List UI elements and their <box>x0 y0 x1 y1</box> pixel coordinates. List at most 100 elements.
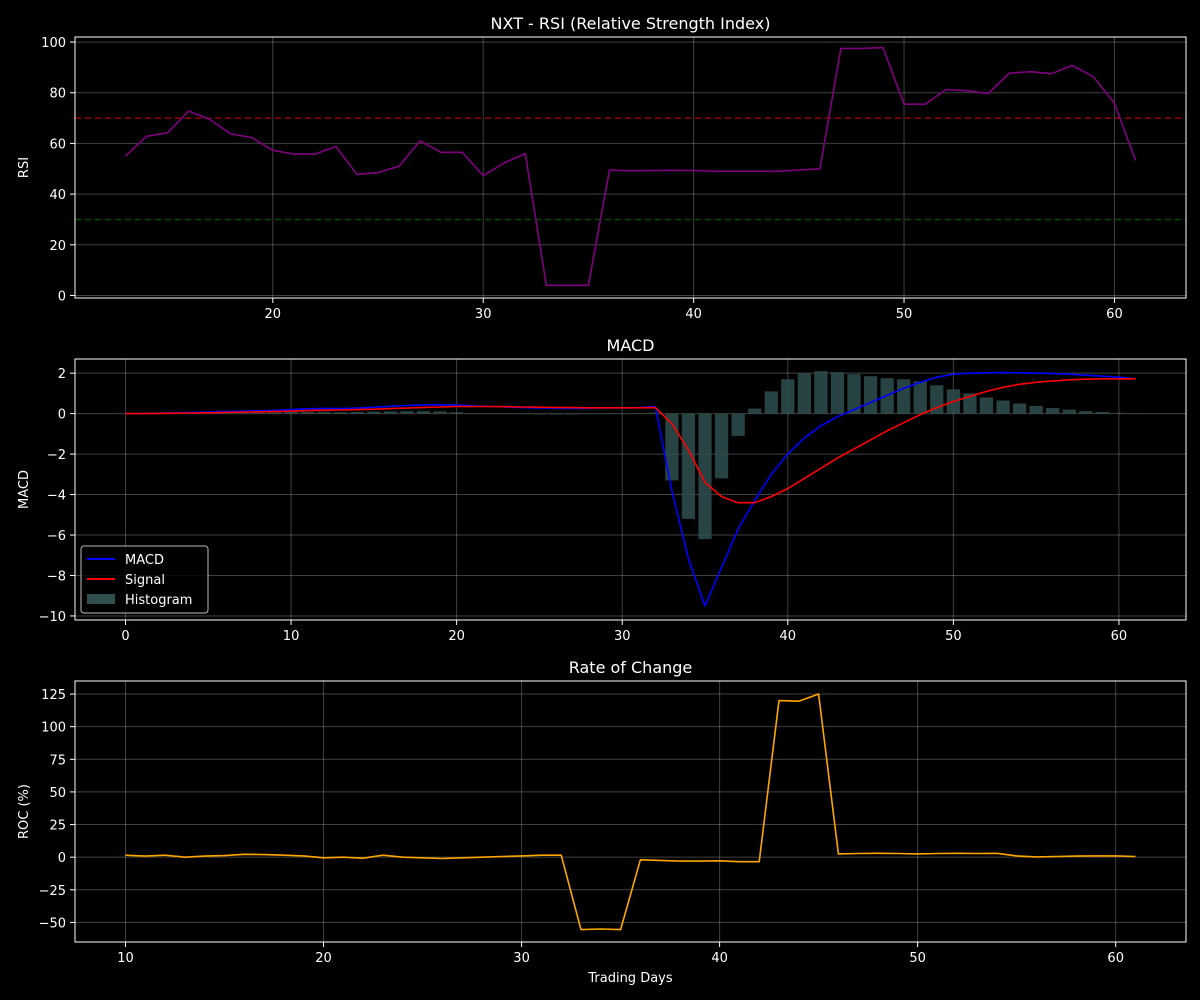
y-tick-label: 100 <box>41 721 66 736</box>
histogram-bar <box>1062 409 1076 414</box>
y-tick-label: 60 <box>49 137 66 152</box>
y-tick-label: −4 <box>47 489 66 504</box>
y-axis-label: RSI <box>17 157 32 178</box>
histogram-bar <box>1128 413 1143 415</box>
y-tick-label: −2 <box>47 448 66 463</box>
histogram-bar <box>1046 407 1060 414</box>
histogram-bar <box>830 372 845 414</box>
y-tick-label: 75 <box>49 753 66 768</box>
histogram-bar <box>714 413 729 479</box>
roc-chart: 10 20 30 40 50 60 −50 −25 0 25 50 75 100 125 Rate of C… <box>17 658 1187 986</box>
histogram-bar <box>1079 411 1093 414</box>
histogram-bar <box>367 411 381 414</box>
histogram-bar <box>913 381 927 414</box>
histogram-bar <box>549 413 563 415</box>
y-tick-label: 125 <box>41 688 66 703</box>
histogram-bar <box>897 379 911 414</box>
histogram-bar <box>748 408 762 414</box>
x-tick-label: 30 <box>614 629 631 644</box>
x-tick-label: 50 <box>896 307 913 322</box>
histogram-bar <box>632 413 646 414</box>
histogram-bar <box>483 413 497 415</box>
x-tick-label: 30 <box>475 307 492 322</box>
histogram-bar <box>1095 412 1110 414</box>
y-tick-label: 25 <box>49 819 66 834</box>
y-tick-label: −10 <box>39 610 66 625</box>
y-tick-label: 2 <box>58 367 66 382</box>
plot-frame <box>74 358 1187 621</box>
y-tick-label: 100 <box>41 36 66 51</box>
x-tick-label: 10 <box>283 629 300 644</box>
histogram-bar <box>847 374 861 414</box>
y-axis-label: ROC (%) <box>17 784 32 839</box>
series-line <box>125 693 1136 931</box>
x-tick-label: 40 <box>780 629 797 644</box>
histogram-bar <box>599 413 613 415</box>
histogram-bar <box>334 412 348 414</box>
x-tick-label: 20 <box>265 307 282 322</box>
histogram-bar <box>648 412 662 414</box>
y-axis-label: MACD <box>17 470 32 509</box>
y-tick-label: 50 <box>49 786 66 801</box>
histogram-bar <box>532 413 547 415</box>
histogram-bar <box>781 379 795 414</box>
histogram-bar <box>218 412 232 414</box>
histogram-bar <box>267 412 282 414</box>
y-tick-label: 0 <box>58 289 66 304</box>
y-tick-label: −8 <box>47 569 66 584</box>
y-tick-label: 80 <box>49 87 66 102</box>
x-tick-label: 40 <box>685 307 702 322</box>
x-tick-label: 30 <box>513 951 530 966</box>
histogram-bar <box>317 411 331 414</box>
x-tick-label: 20 <box>315 951 332 966</box>
histogram-bar <box>681 413 696 519</box>
histogram-bar <box>350 412 364 414</box>
legend-label: Signal <box>125 573 165 588</box>
legend: MACD Signal Histogram <box>80 545 209 614</box>
histogram-bar <box>383 411 398 414</box>
plot-frame <box>74 36 1187 299</box>
x-tick-label: 50 <box>945 629 962 644</box>
histogram-bar <box>450 412 464 414</box>
histogram-bar <box>284 412 298 414</box>
histogram-bar <box>996 400 1010 414</box>
histogram-bar <box>234 412 249 414</box>
legend-label: MACD <box>125 553 164 568</box>
x-axis-label: Trading Days <box>587 971 672 986</box>
series-line <box>124 46 1137 287</box>
histogram-bar <box>400 411 414 414</box>
y-tick-label: 0 <box>58 408 66 423</box>
histogram-bar <box>698 413 712 540</box>
histogram-bar <box>565 413 580 415</box>
plot-frame <box>74 680 1187 943</box>
y-tick-label: −25 <box>39 884 66 899</box>
histogram-bar <box>863 376 878 414</box>
chart-title: MACD <box>607 336 655 355</box>
histogram-bar <box>764 391 778 414</box>
histogram-bar <box>963 393 977 414</box>
y-tick-label: −6 <box>47 529 66 544</box>
macd-chart: 0 10 20 30 40 50 60 −10 −8 −6 −4 −2 0 2 MACD MACD MACD Si… <box>17 336 1187 644</box>
histogram-bar <box>301 411 315 414</box>
histogram-bar <box>433 411 447 414</box>
histogram-bar <box>1012 403 1027 414</box>
histogram-bar <box>797 373 811 414</box>
histogram-bar <box>1029 405 1043 414</box>
histogram-bar <box>416 411 431 414</box>
histogram-bar <box>516 413 530 415</box>
histogram-bar <box>1112 412 1126 414</box>
x-tick-label: 0 <box>121 629 129 644</box>
histogram-bar <box>582 413 596 415</box>
histogram-bar <box>814 371 828 414</box>
y-tick-label: 20 <box>49 239 66 254</box>
histogram-bar <box>251 412 265 414</box>
y-tick-label: 0 <box>58 851 66 866</box>
legend-swatch-histogram <box>87 594 115 604</box>
y-tick-label: −50 <box>39 916 66 931</box>
histogram-bar <box>979 397 994 414</box>
signal-line <box>125 377 1136 504</box>
rsi-chart: 20 30 40 50 60 0 20 40 60 80 100 NXT - RSI (Relativ… <box>17 14 1187 322</box>
x-tick-label: 60 <box>1106 307 1123 322</box>
histogram-bar <box>731 413 745 436</box>
